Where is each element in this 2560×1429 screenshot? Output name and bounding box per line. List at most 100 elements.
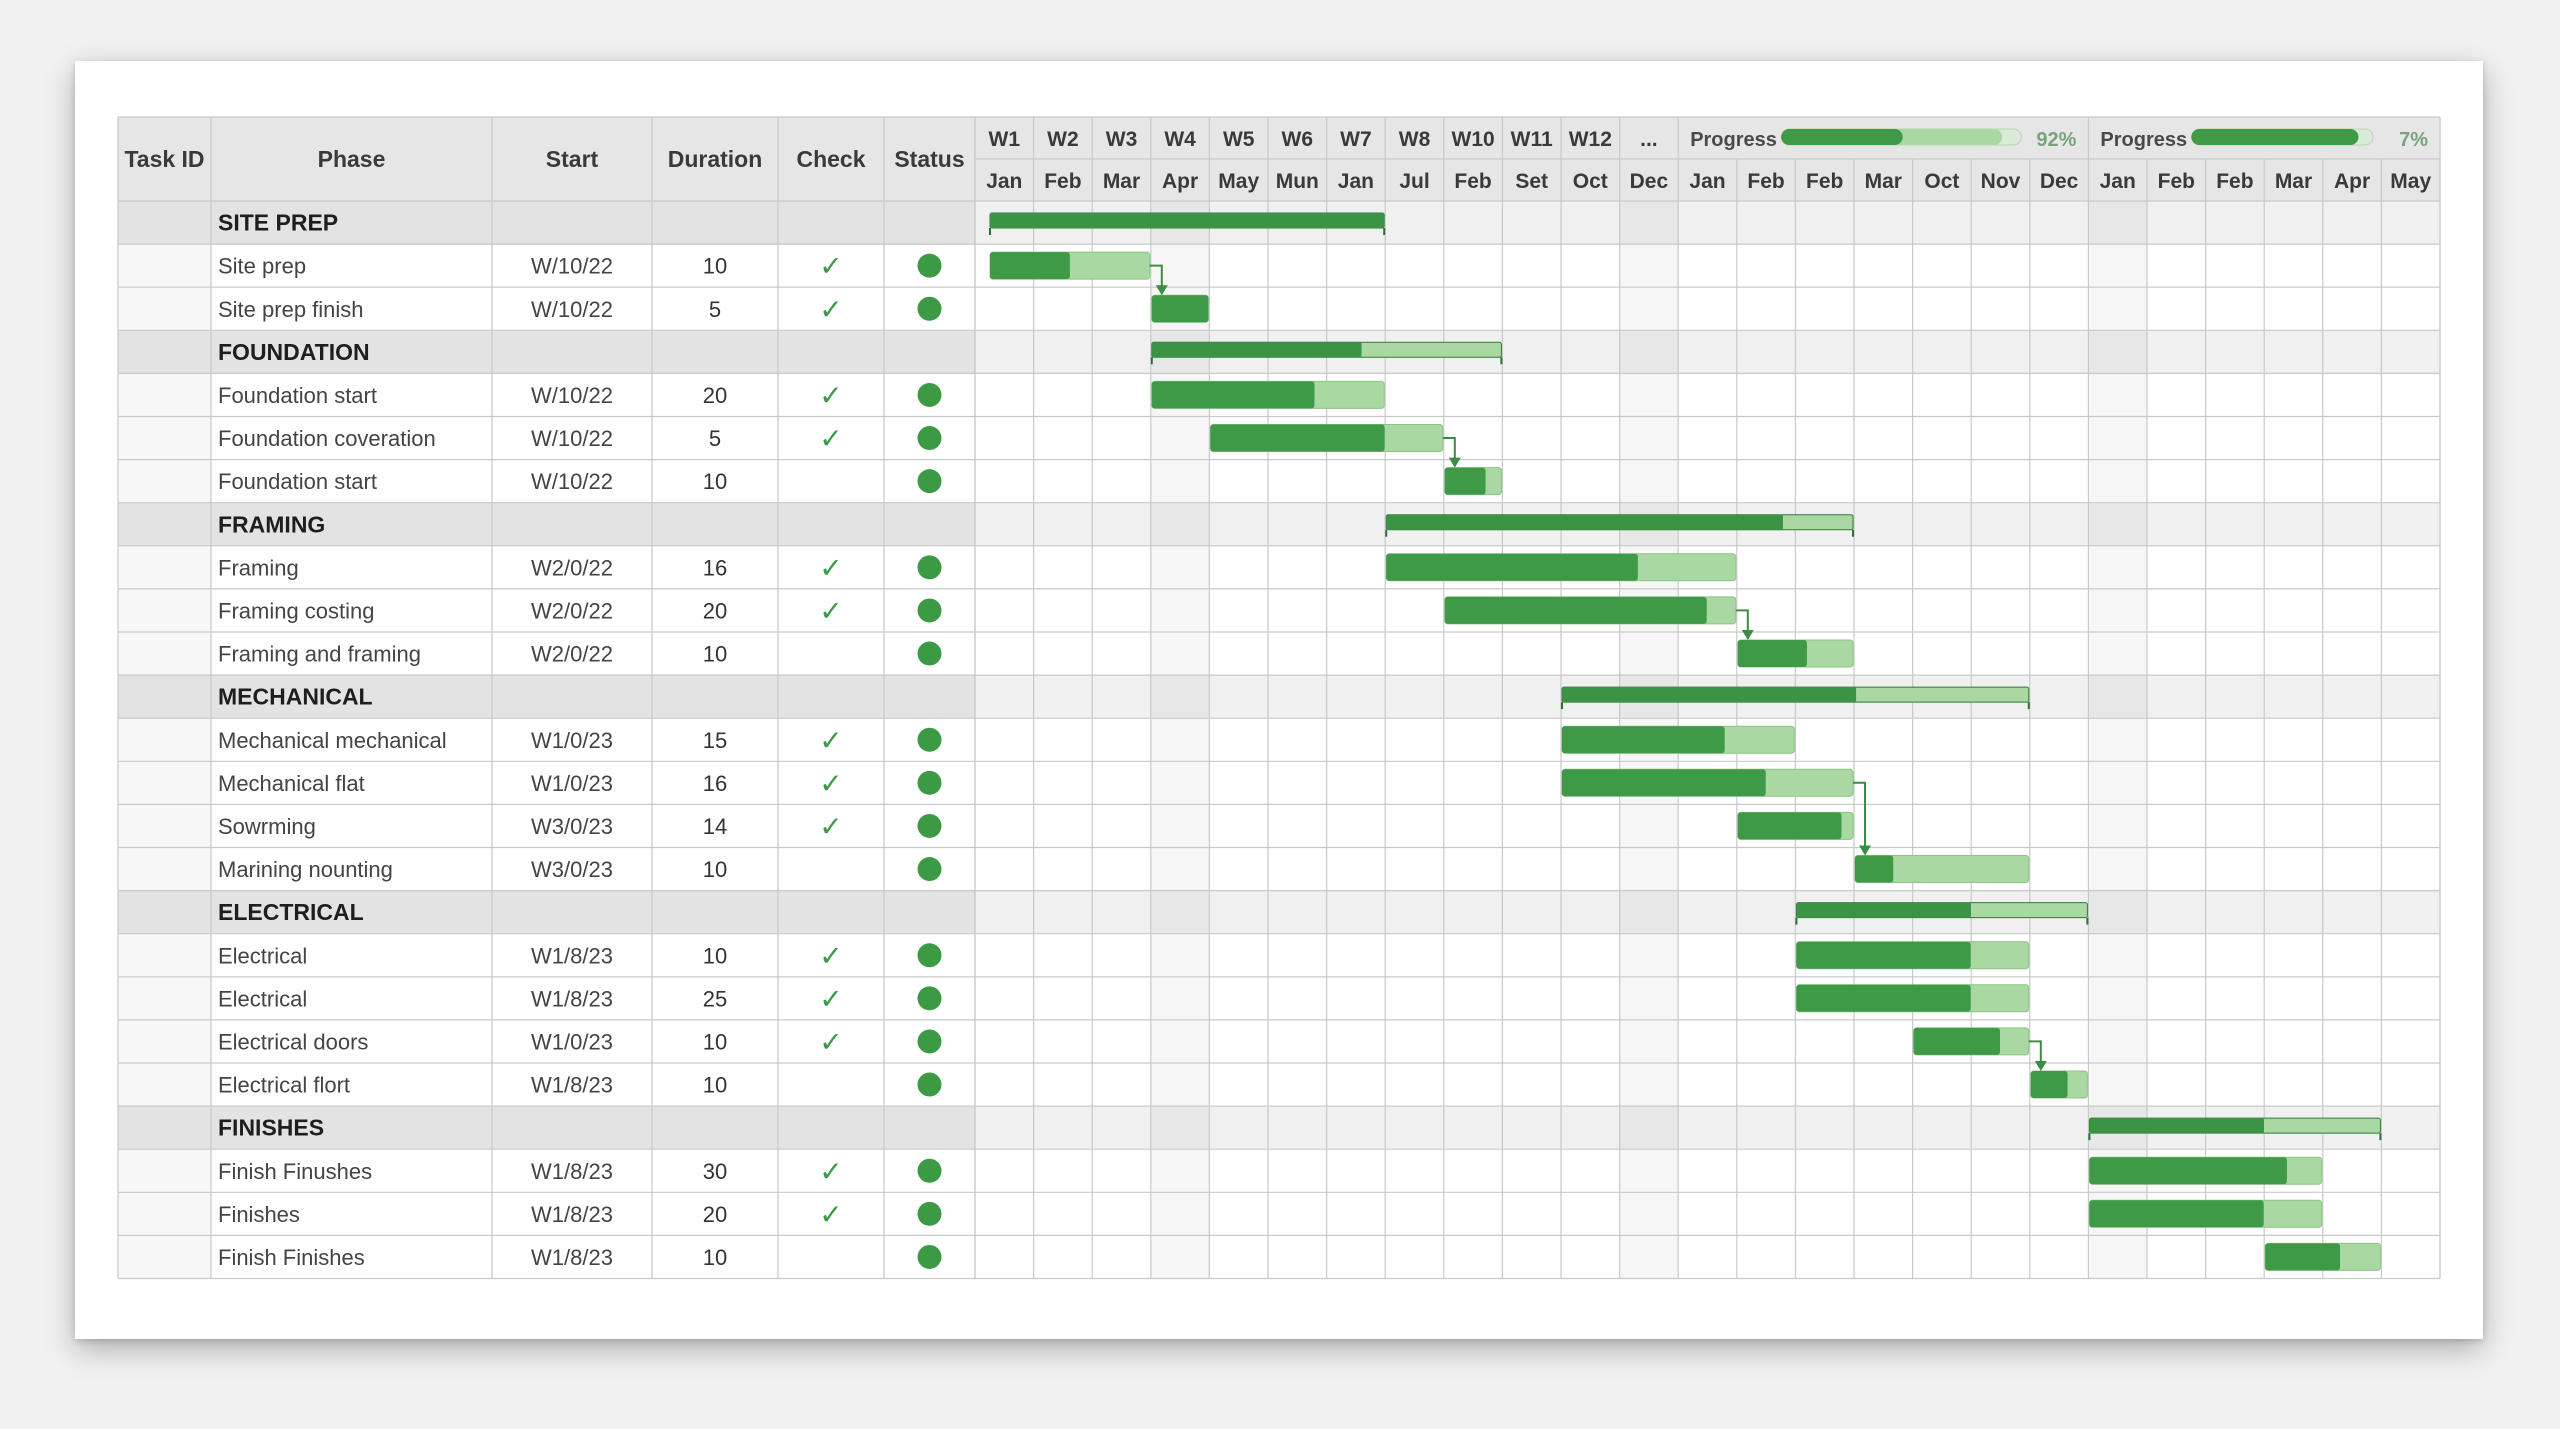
summary-bracket [1385, 529, 1854, 537]
task-bar-progress [1737, 640, 1807, 667]
task-start: W/10/22 [531, 297, 613, 322]
task-name: Electrical flort [218, 1073, 350, 1098]
col-header-task-id: Task ID [124, 146, 204, 172]
summary-bar-progress [1562, 687, 1857, 703]
month-header: Dec [1630, 170, 1669, 193]
task-start: W1/8/23 [531, 986, 613, 1011]
col-header-start: Start [546, 146, 599, 172]
summary-bracket [989, 228, 1386, 235]
task-duration: 30 [703, 1159, 727, 1184]
task-duration: 14 [703, 814, 727, 839]
month-header: Feb [1747, 170, 1784, 193]
task-bar-progress [1913, 1027, 2000, 1055]
status-dot-icon [917, 253, 942, 278]
dependency-arrow [1442, 437, 1456, 464]
progress-widget: Progress 92% [1690, 128, 2077, 151]
month-header: Jul [1399, 170, 1429, 193]
check-icon: ✓ [819, 940, 842, 971]
task-bar-progress [1737, 812, 1842, 840]
task-duration: 15 [703, 728, 727, 753]
task-name: Electrical doors [218, 1029, 368, 1054]
status-dot-icon [917, 1244, 942, 1269]
progress-percent: 92% [2036, 129, 2076, 151]
task-start: W/10/22 [531, 469, 613, 494]
task-id-cell [118, 761, 211, 805]
task-name: Mechanical mechanical [218, 728, 447, 753]
month-header: Feb [1044, 170, 1081, 193]
phase-row-timeline-bg [975, 890, 2440, 934]
task-id-cell [118, 459, 211, 503]
dependency-arrow [1735, 609, 1749, 636]
task-duration: 20 [703, 598, 727, 623]
task-id-cell [118, 1235, 211, 1279]
phase-title: FRAMING [218, 511, 325, 537]
task-start: W1/8/23 [531, 1245, 613, 1270]
status-dot-icon [917, 813, 942, 838]
arrow-head-icon [1155, 285, 1168, 296]
task-id-cell [118, 933, 211, 977]
dependency-arrow [2028, 1040, 2042, 1067]
status-dot-icon [917, 1158, 942, 1183]
task-duration: 5 [709, 426, 721, 451]
task-bar-progress [2265, 1243, 2341, 1271]
task-bar-progress [2089, 1157, 2287, 1185]
task-id-cell [118, 976, 211, 1020]
month-header: Apr [2334, 170, 2370, 193]
status-dot-icon [917, 1201, 942, 1226]
task-id-cell [118, 847, 211, 891]
status-dot-icon [917, 641, 942, 666]
month-header: Jan [2100, 170, 2136, 193]
month-header: Feb [1454, 170, 1491, 193]
week-header: W8 [1399, 128, 1431, 151]
task-name: Site prep [218, 254, 306, 279]
task-start: W/10/22 [531, 383, 613, 408]
summary-bracket [1795, 917, 2089, 925]
month-header: Jan [1689, 170, 1725, 193]
week-header: ... [1640, 128, 1658, 151]
task-name: Site prep finish [218, 297, 364, 322]
week-header: W2 [1047, 128, 1079, 151]
task-id-cell [118, 545, 211, 589]
status-dot-icon [917, 598, 942, 623]
week-header: W11 [1511, 128, 1553, 151]
phase-title: MECHANICAL [218, 684, 373, 710]
task-id-cell [118, 588, 211, 632]
task-bar-progress [1386, 553, 1638, 581]
task-duration: 20 [703, 383, 727, 408]
status-dot-icon [917, 382, 942, 407]
task-id-cell [118, 244, 211, 288]
check-icon: ✓ [819, 423, 842, 454]
phase-row-bg [118, 502, 975, 546]
month-header: Oct [1573, 170, 1608, 193]
task-bar-progress [1562, 769, 1766, 797]
task-name: Finish Finishes [218, 1245, 365, 1270]
week-header: W3 [1106, 128, 1138, 151]
phase-row-bg [118, 675, 975, 719]
phase-title: ELECTRICAL [218, 899, 364, 925]
task-start: W1/8/23 [531, 1159, 613, 1184]
week-header: W4 [1164, 128, 1196, 151]
task-bar-progress [1444, 596, 1707, 624]
task-bar-progress [2089, 1200, 2264, 1228]
task-name: Framing and framing [218, 642, 421, 667]
check-icon: ✓ [819, 294, 842, 325]
status-dot-icon [917, 857, 942, 882]
phase-row-bg [118, 201, 975, 245]
task-name: Foundation start [218, 383, 377, 408]
status-dot-icon [917, 469, 942, 494]
task-name: Electrical [218, 943, 307, 968]
month-header: May [1218, 170, 1259, 193]
dependency-arrow [1853, 781, 1866, 852]
task-id-cell [118, 287, 211, 331]
check-icon: ✓ [819, 1026, 842, 1057]
phase-row-bg [118, 1106, 975, 1150]
phase-title: FOUNDATION [218, 339, 370, 365]
status-dot-icon [917, 555, 942, 580]
task-id-cell [118, 1149, 211, 1193]
task-id-cell [118, 1019, 211, 1063]
task-bar-progress [1796, 984, 1971, 1012]
task-bar-progress [1855, 855, 1894, 883]
status-dot-icon [917, 296, 942, 321]
status-dot-icon [917, 986, 942, 1011]
